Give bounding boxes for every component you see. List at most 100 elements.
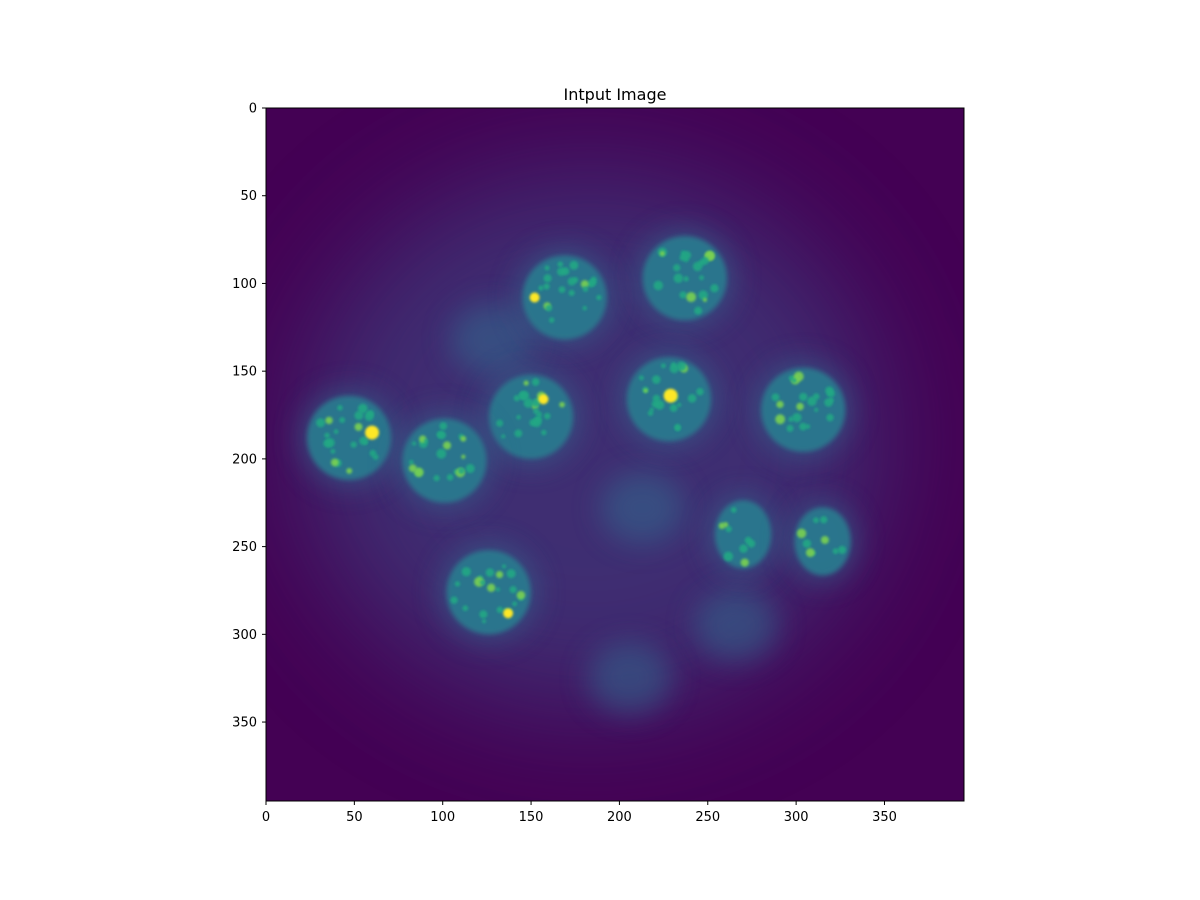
y-tick-label: 150	[232, 365, 257, 380]
speckle	[786, 424, 794, 432]
hotspot	[529, 292, 540, 303]
speckle	[654, 400, 665, 410]
speckle	[412, 441, 417, 446]
speckle	[723, 522, 729, 528]
hotspots	[365, 292, 678, 619]
speckle	[788, 416, 794, 422]
speckle	[653, 280, 664, 291]
speckle	[509, 586, 517, 594]
speckle	[694, 306, 703, 315]
speckle	[820, 516, 828, 524]
speckle	[832, 548, 839, 555]
speckle	[557, 261, 564, 268]
speckle	[501, 564, 507, 569]
nucleus	[636, 230, 733, 327]
hotspot	[365, 425, 380, 440]
speckle	[516, 590, 526, 600]
speckle	[325, 416, 333, 425]
speckle	[572, 277, 579, 283]
speckle	[825, 386, 834, 395]
nucleus	[301, 389, 398, 486]
axes-frame	[265, 107, 965, 802]
speckle	[701, 256, 709, 265]
speckle	[450, 596, 458, 604]
speckle	[346, 467, 353, 474]
speckle	[723, 551, 734, 562]
speckle	[676, 361, 687, 372]
y-tick-label: 300	[232, 628, 257, 643]
speckle	[496, 606, 504, 614]
speckle	[316, 418, 326, 428]
speckle	[324, 432, 330, 439]
nucleus-body	[715, 500, 772, 569]
faint-nucleus	[588, 642, 673, 715]
speckle	[408, 464, 417, 473]
speckle	[462, 605, 469, 612]
speckle	[775, 414, 786, 425]
speckle	[796, 402, 804, 411]
speckle	[558, 286, 566, 294]
speckle	[686, 292, 697, 303]
speckle	[679, 291, 687, 299]
speckle	[699, 275, 704, 281]
speckle	[710, 284, 719, 293]
speckle	[687, 394, 697, 403]
y-tick-label: 100	[232, 277, 257, 292]
speckle	[771, 393, 780, 402]
speckle	[677, 402, 682, 407]
speckle	[651, 375, 661, 384]
speckle	[461, 454, 466, 459]
speckle	[660, 363, 666, 369]
speckle	[559, 401, 565, 408]
hotspot	[538, 394, 549, 405]
speckle	[513, 394, 521, 402]
speckle	[414, 467, 424, 478]
speckle	[454, 581, 461, 587]
nucleus	[755, 361, 852, 458]
x-axis: 0 50 100 150 200 250 300 350	[262, 801, 897, 825]
speckle	[496, 419, 504, 427]
speckle	[639, 375, 644, 381]
speckle	[807, 396, 817, 407]
speckle	[805, 548, 815, 558]
nucleus	[483, 368, 580, 465]
x-tick-label: 50	[346, 810, 363, 825]
speckle	[669, 363, 679, 374]
speckle	[544, 265, 550, 271]
speckle	[501, 434, 506, 439]
speckle	[792, 412, 802, 423]
speckle	[730, 507, 737, 513]
speckle	[580, 280, 589, 288]
speckle	[485, 568, 495, 577]
x-tick-label: 150	[519, 810, 544, 825]
speckle	[354, 422, 363, 431]
speckle	[531, 398, 541, 407]
speckle	[523, 398, 534, 408]
speckle	[543, 274, 552, 283]
speckle	[647, 410, 654, 416]
speckle	[569, 260, 579, 270]
speckle	[802, 539, 812, 548]
speckle	[799, 422, 807, 431]
x-tick-label: 0	[262, 810, 270, 825]
speckle	[357, 403, 368, 414]
speckle	[679, 254, 687, 261]
faint-nuclei	[450, 303, 779, 715]
speckle	[514, 429, 523, 438]
speckle	[458, 467, 465, 474]
speckle	[814, 407, 819, 412]
speckle	[582, 286, 589, 292]
speckle	[541, 429, 547, 436]
speckle	[538, 285, 544, 291]
speckle	[776, 400, 784, 409]
y-tick-label: 50	[240, 189, 257, 204]
speckle	[506, 569, 516, 579]
speckle	[424, 438, 429, 444]
nucleus-body	[402, 418, 487, 503]
plot-title: Intput Image	[564, 85, 667, 104]
speckle	[408, 459, 414, 465]
speckle	[516, 414, 521, 420]
speckle	[561, 267, 570, 276]
speckle	[523, 380, 529, 386]
